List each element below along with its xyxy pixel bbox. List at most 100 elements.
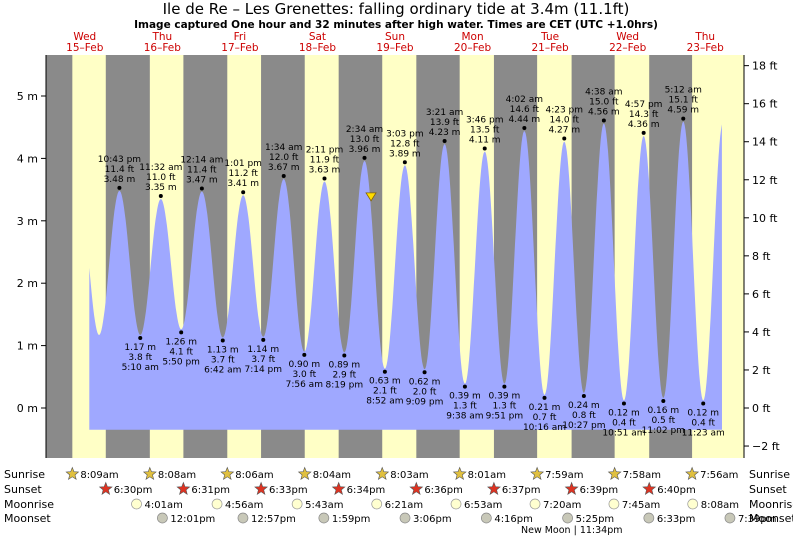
day-name: Thu <box>151 31 172 43</box>
tide-label-line: 10:51 am <box>602 429 645 439</box>
low-tide-label: 1.26 m4.1 ft5:50 pm <box>162 337 200 367</box>
high-tide-dot <box>562 136 567 141</box>
tide-label-line: 6:42 am <box>204 365 241 375</box>
day-name: Wed <box>73 31 96 43</box>
tide-label-line: 3:21 am <box>426 108 463 118</box>
sunrise-time: 7:56am <box>700 470 738 481</box>
tide-label-line: 3.7 ft <box>251 355 275 365</box>
tide-label-line: 8:52 am <box>366 397 403 407</box>
tide-label-line: 4:38 am <box>585 87 622 97</box>
moonrise-time: 6:53am <box>464 500 502 511</box>
tide-label-line: 14.6 ft <box>510 105 540 115</box>
sunset-time: 6:37pm <box>502 485 541 496</box>
right-tick-label: 14 ft <box>752 136 778 149</box>
chart-subtitle: Image captured One hour and 32 minutes a… <box>134 19 658 31</box>
moonset-time: 6:33pm <box>657 514 696 525</box>
moonset-icon <box>643 512 655 524</box>
low-tide-dot <box>302 352 307 357</box>
moonrise-icon <box>687 498 699 510</box>
sunset-icon <box>254 481 268 495</box>
high-tide-dot <box>117 185 122 190</box>
tide-label-line: 14.3 ft <box>629 110 659 120</box>
tide-label-line: 5:50 pm <box>162 357 200 367</box>
current-level-marker <box>365 192 377 202</box>
tide-label-line: 0.7 ft <box>533 413 557 423</box>
low-tide-label: 0.90 m3.0 ft7:56 am <box>286 360 323 390</box>
low-tide-dot <box>542 395 547 400</box>
high-tide-dot <box>601 118 606 123</box>
right-tick-label: 8 ft <box>752 250 771 263</box>
high-tide-dot <box>322 176 327 181</box>
tide-label-line: 4.36 m <box>628 120 660 130</box>
sunset-row-label-left: Sunset <box>4 483 42 496</box>
tide-label-line: 4.44 m <box>509 115 541 125</box>
axes: 5 m 4 m 3 m 2 m 1 m 0 m 18 ft 16 ft 14 ft 12 ft 10… <box>17 55 780 458</box>
tide-label-line: 0.39 m <box>489 392 521 402</box>
low-tide-label: 0.39 m1.3 ft9:38 am <box>446 392 483 422</box>
sunrise-time: 8:04am <box>313 470 351 481</box>
sunrise-time: 8:06am <box>235 470 273 481</box>
day-name: Fri <box>234 31 247 43</box>
high-tide-dot <box>281 173 286 178</box>
tide-label-line: 1:01 pm <box>224 159 262 169</box>
new-moon-label: New Moon | 11:34pm <box>521 525 623 536</box>
moonrise-time: 7:45am <box>622 500 660 511</box>
right-tick-label: 6 ft <box>752 288 771 301</box>
moonrise-time: 6:21am <box>385 500 423 511</box>
sunset-icon <box>564 481 579 495</box>
sunset-icon <box>642 481 657 495</box>
moonset-time: 7:39pm <box>738 514 777 525</box>
low-tide-dot <box>261 337 266 342</box>
high-tide-dot <box>241 190 246 195</box>
day-date: 17–Feb <box>221 42 259 54</box>
right-tick-label: 4 ft <box>752 326 771 339</box>
tide-label-line: 4.56 m <box>588 107 620 117</box>
moonrise-row-label-left: Moonrise <box>4 498 54 511</box>
tide-label-line: 4.11 m <box>469 136 501 146</box>
tide-label-line: 1:34 am <box>265 143 302 153</box>
tide-label-line: 11.2 ft <box>228 169 258 179</box>
tide-label-line: 4:23 pm <box>545 106 583 116</box>
low-tide-dot <box>342 353 347 358</box>
sunrise-icon <box>65 466 80 480</box>
tide-label-line: 3.48 m <box>104 175 136 185</box>
sunset-time: 6:34pm <box>347 485 386 496</box>
tide-label-line: 4:02 am <box>506 95 543 105</box>
low-tide-dot <box>502 384 507 389</box>
moonset-icon <box>724 512 736 524</box>
tide-label-line: 10:43 pm <box>98 155 141 165</box>
tide-label-line: 0.8 ft <box>572 411 596 421</box>
left-tick-label: 5 m <box>17 90 38 103</box>
moonrise-icon <box>131 498 142 510</box>
moonrise-icon <box>450 498 462 510</box>
right-tick-label: 10 ft <box>752 212 778 225</box>
tide-label-line: 7:14 pm <box>244 365 282 375</box>
sunrise-row-label-right: Sunrise <box>749 468 790 481</box>
left-tick-label: 3 m <box>17 215 38 228</box>
low-tide-label: 1.14 m3.7 ft7:14 pm <box>244 345 282 375</box>
tide-label-line: 4.23 m <box>429 128 461 138</box>
tide-label-line: 1.26 m <box>165 337 197 347</box>
moonset-icon <box>480 512 492 524</box>
high-tide-dot <box>681 116 686 121</box>
moonrise-time: 7:20am <box>543 500 581 511</box>
moonset-icon <box>157 512 168 524</box>
moonrise-icon <box>291 498 303 510</box>
sunset-icon <box>331 481 346 495</box>
sunrise-icon <box>530 466 545 480</box>
day-name: Sun <box>385 31 405 43</box>
moonset-icon <box>399 512 411 524</box>
tide-label-line: 14.0 ft <box>550 116 580 126</box>
tide-label-line: 3.7 ft <box>211 355 235 365</box>
tide-label-line: 11.9 ft <box>310 155 340 165</box>
low-tide-dot <box>462 384 467 389</box>
